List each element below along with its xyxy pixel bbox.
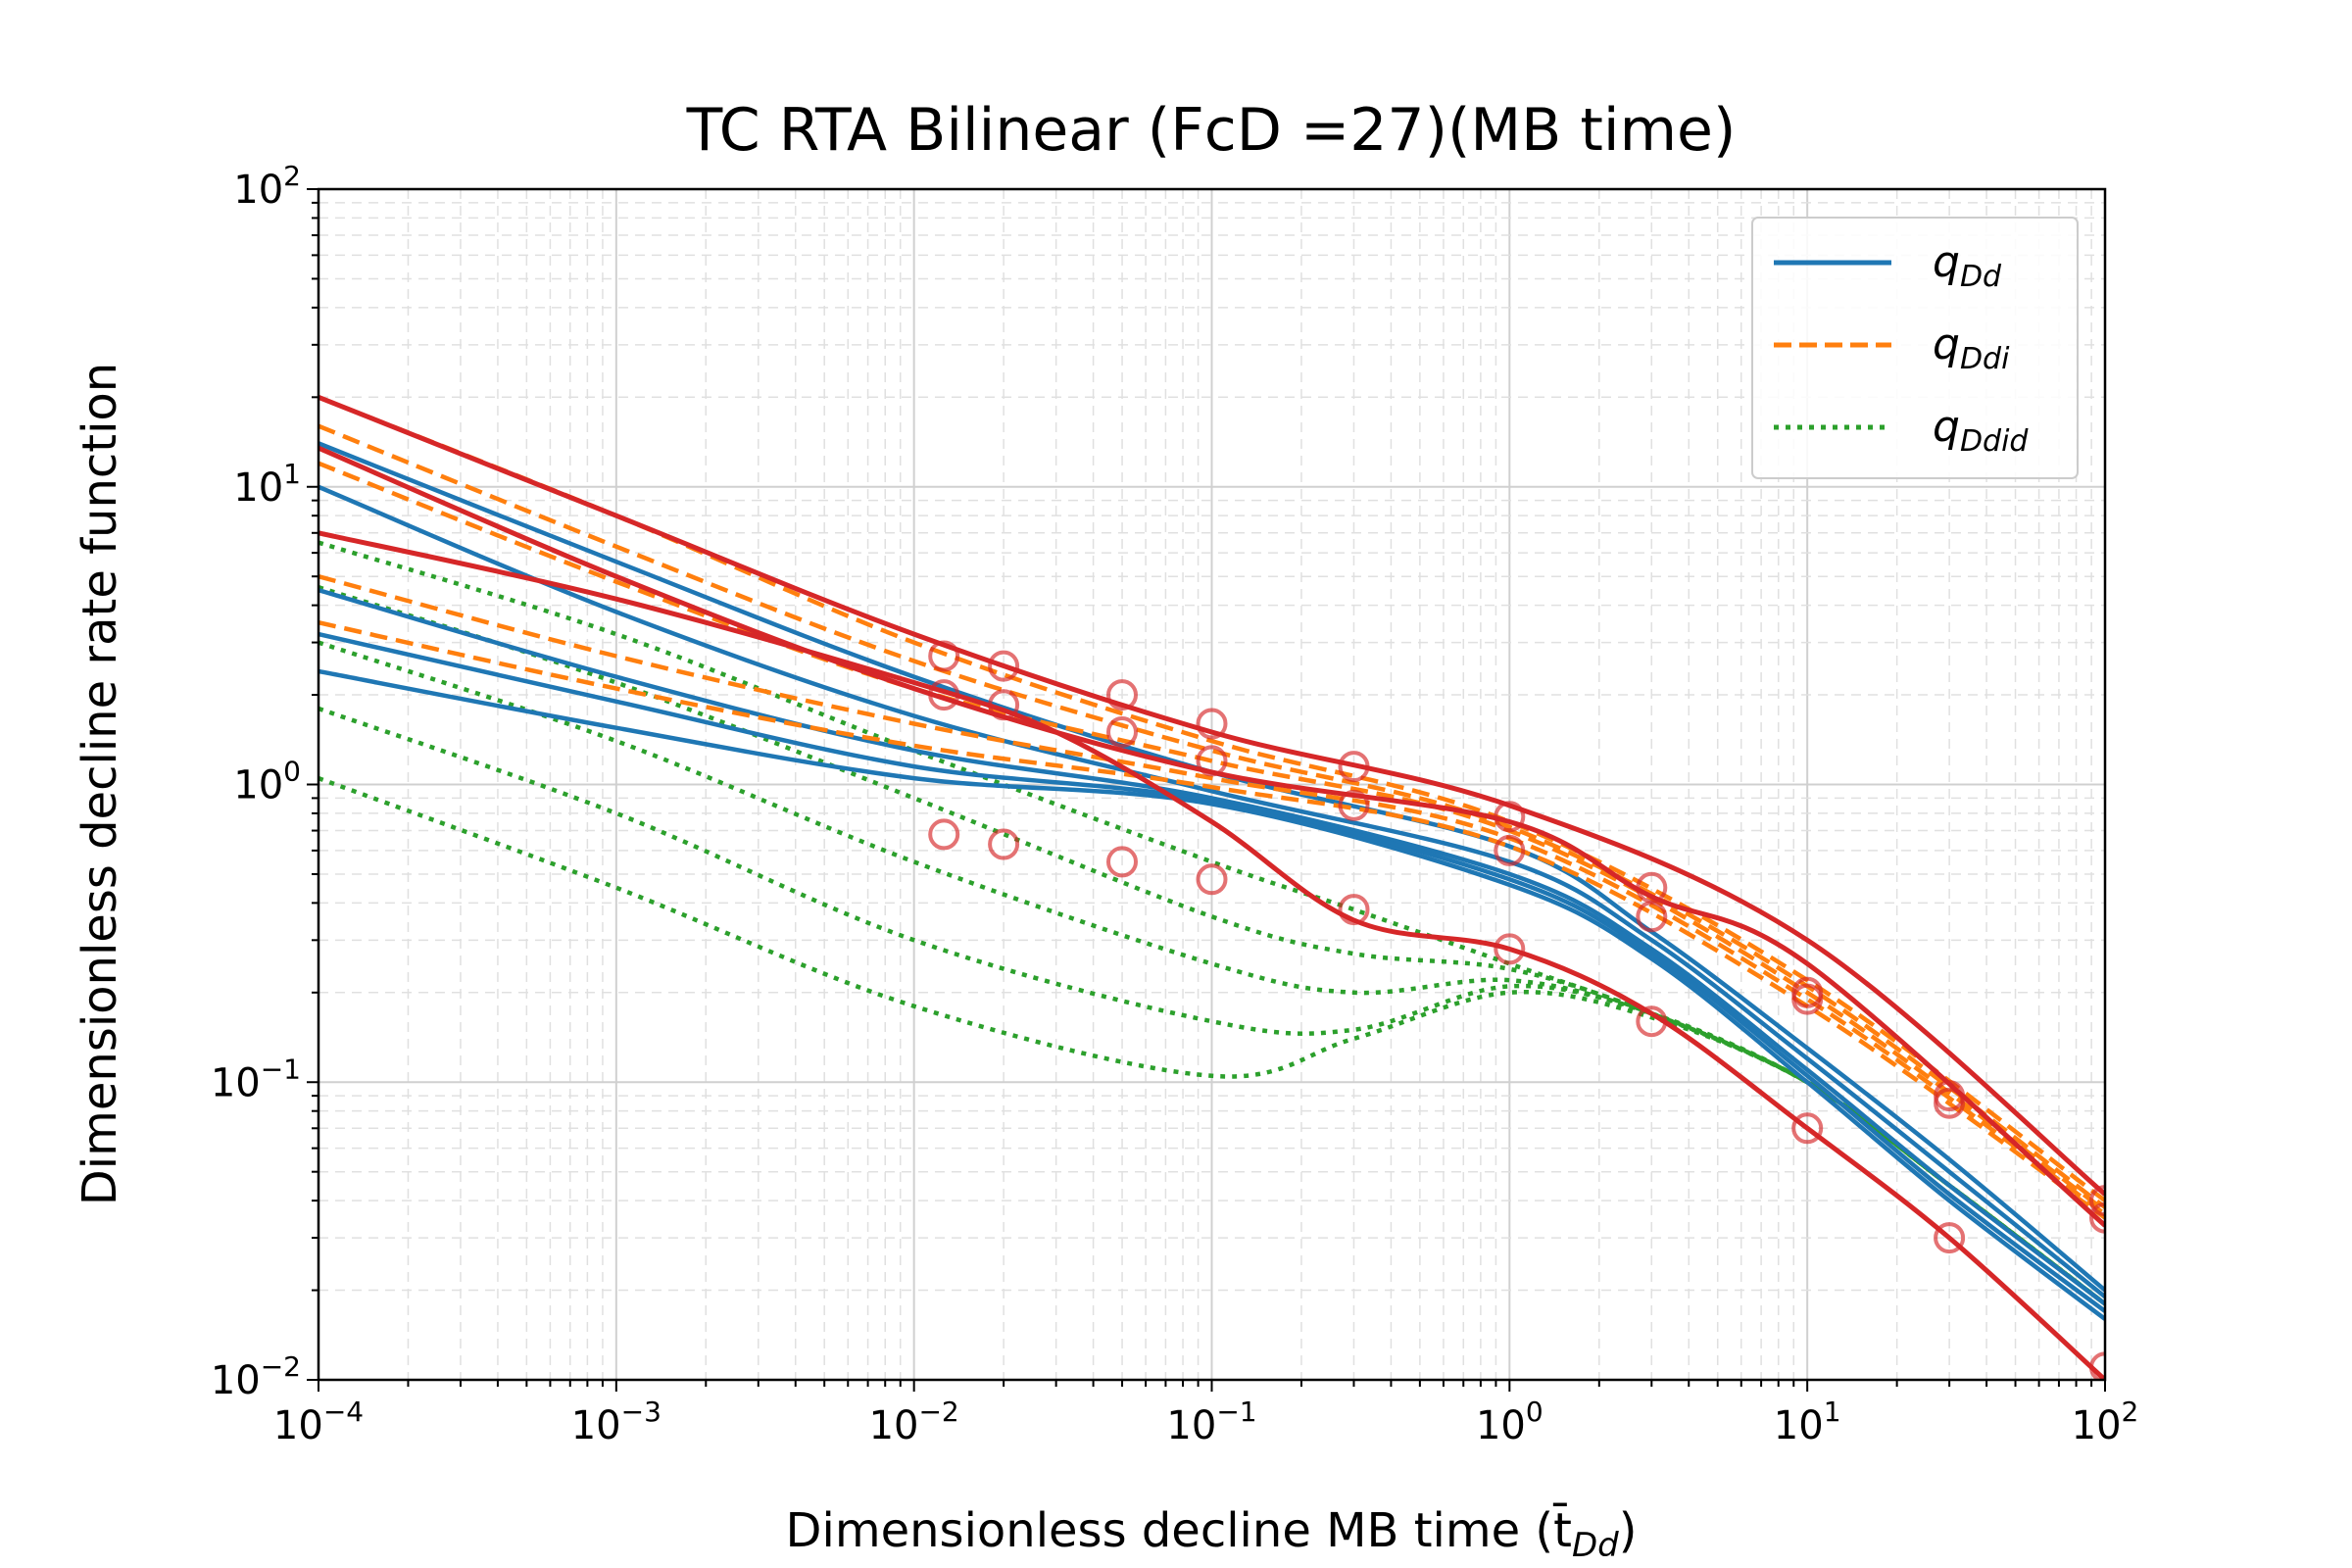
series-qDdi-line-9 xyxy=(318,620,2105,1220)
observed-point xyxy=(1934,1222,1966,1254)
observed-point xyxy=(2089,1201,2105,1234)
x-tick-label: 100 xyxy=(1476,1396,1544,1448)
series-fit-line-16 xyxy=(318,445,2105,1228)
observed-point xyxy=(928,640,960,672)
series-qDd-line-2 xyxy=(318,587,2105,1306)
observed-point xyxy=(928,679,960,711)
axis-ticks: 10−4 10−3 10−2 10−1 100 101 102 10−2 10−1 100 101 1… xyxy=(211,160,2139,1448)
observed-point xyxy=(1106,716,1138,748)
series-fit-line-17 xyxy=(318,530,2105,1380)
observed-point xyxy=(1196,863,1228,896)
plot-area xyxy=(318,394,2105,1380)
chart-title: TC RTA Bilinear (FcD =27)(MB time) xyxy=(686,96,1737,165)
observed-point xyxy=(988,828,1020,860)
legend-frame xyxy=(1751,217,2079,479)
observed-point xyxy=(988,689,1020,721)
observed-point xyxy=(1196,745,1228,777)
observed-point xyxy=(1494,834,1526,866)
series-qDd-line-1 xyxy=(318,484,2105,1299)
y-tick-label: 10−2 xyxy=(211,1350,301,1403)
legend-label-qDdid: qDdid xyxy=(1933,402,2029,459)
observed-point xyxy=(1106,679,1138,711)
x-axis-label: Dimensionless decline MB time (t̄Dd) xyxy=(786,1502,1638,1565)
series-fit-line-15 xyxy=(318,394,2105,1197)
x-tick-label: 101 xyxy=(1774,1396,1841,1448)
observed-point xyxy=(988,650,1020,682)
observed-point xyxy=(1636,1005,1668,1038)
legend-label-qDdi: qDdi xyxy=(1933,319,2010,376)
series-qDdid-line-11 xyxy=(318,585,2105,1306)
observed-point xyxy=(1494,933,1526,965)
x-tick-label: 10−1 xyxy=(1166,1396,1256,1448)
series-qDd-line-3 xyxy=(318,631,2105,1313)
observed-point xyxy=(1636,901,1668,933)
x-tick-label: 10−3 xyxy=(571,1396,662,1448)
y-axis-label: Dimensionless decline rate function xyxy=(73,363,127,1205)
observed-point xyxy=(2089,1185,2105,1217)
observed-point xyxy=(1338,751,1370,783)
x-tick-label: 102 xyxy=(2072,1396,2139,1448)
observed-point xyxy=(2089,1351,2105,1380)
series-qDd-line-4 xyxy=(318,668,2105,1321)
observed-point xyxy=(1791,983,1824,1015)
observed-point xyxy=(928,818,960,851)
y-tick-label: 102 xyxy=(233,160,301,213)
observed-point xyxy=(1934,1087,1966,1119)
observed-point xyxy=(1791,1112,1824,1145)
observed-point xyxy=(1106,846,1138,878)
legend-label-qDd: qDd xyxy=(1933,237,2002,294)
y-tick-label: 101 xyxy=(233,458,301,511)
y-tick-label: 100 xyxy=(233,756,301,808)
series-qDdi-line-6 xyxy=(318,423,2105,1209)
y-tick-label: 10−1 xyxy=(211,1053,301,1105)
series-qDdi-line-7 xyxy=(318,461,2105,1213)
observed-point xyxy=(1196,708,1228,740)
series-qDd-line-0 xyxy=(318,441,2105,1293)
x-tick-label: 10−4 xyxy=(273,1396,364,1448)
observed-point xyxy=(1338,789,1370,821)
series-qDdid-line-13 xyxy=(318,706,2105,1306)
observed-point xyxy=(1338,894,1370,926)
observed-point xyxy=(1494,801,1526,833)
x-tick-label: 10−2 xyxy=(869,1396,959,1448)
legend: qDd qDdi qDdid xyxy=(1751,217,2079,479)
